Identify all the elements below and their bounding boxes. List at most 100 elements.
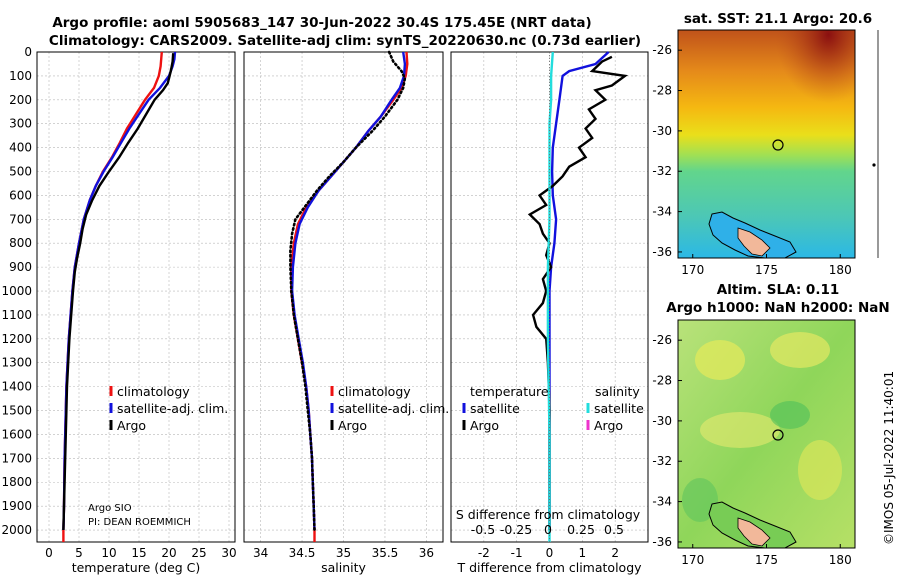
series-line-s-satellite bbox=[546, 51, 554, 542]
salinity-panel: 34 34.5 35 35.5 36 salinity climatology satelli… bbox=[243, 50, 449, 575]
map-x-tick-label: 175 bbox=[755, 263, 778, 277]
y-tick-label: 1600 bbox=[1, 427, 32, 441]
x-tick-label: 25 bbox=[191, 546, 206, 560]
landmass bbox=[737, 227, 771, 257]
y-tick-label: 700 bbox=[9, 212, 32, 226]
x-tick-label: 36 bbox=[419, 546, 434, 560]
y-tick-label: 1700 bbox=[1, 451, 32, 465]
series-line-climatology bbox=[62, 51, 163, 542]
y-tick-label: 900 bbox=[9, 260, 32, 274]
y-tick-label: 2000 bbox=[1, 523, 32, 537]
sla-map-subtitle: Argo h1000: NaN h2000: NaN bbox=[666, 300, 889, 316]
figure-title-line1: Argo profile: aoml 5905683_147 30-Jun-20… bbox=[52, 15, 591, 31]
argo-position-marker bbox=[772, 429, 784, 441]
x-tick-label: 35 bbox=[336, 546, 351, 560]
sla-anomaly bbox=[770, 332, 830, 368]
y-tick-label: 1500 bbox=[1, 404, 32, 418]
series-line-argo bbox=[289, 50, 407, 532]
temperature-panel: 0100200300400500600700800900100011001200… bbox=[1, 45, 236, 575]
imos-stamp: ©IMOS 05-Jul-2022 11:40:01 bbox=[882, 371, 896, 545]
legend-label: Argo bbox=[117, 418, 146, 433]
series-line-t-argo bbox=[527, 55, 629, 530]
argo-position-marker bbox=[772, 139, 784, 151]
sla-anomaly bbox=[695, 340, 745, 380]
x-axis-label: salinity bbox=[321, 560, 366, 575]
map-y-tick-label: -30 bbox=[652, 124, 672, 138]
y-tick-label: 500 bbox=[9, 165, 32, 179]
y-tick-label: 200 bbox=[9, 93, 32, 107]
legend-label: satellite-adj. clim. bbox=[338, 401, 449, 416]
map-y-tick-label: -36 bbox=[652, 245, 672, 259]
y-tick-label: 1300 bbox=[1, 356, 32, 370]
map-y-tick-label: -34 bbox=[652, 205, 672, 219]
legend-title-temperature: temperature bbox=[470, 384, 549, 399]
landmass bbox=[737, 517, 771, 547]
y-tick-label: 300 bbox=[9, 117, 32, 131]
map-y-tick-label: -34 bbox=[652, 495, 672, 509]
map-x-tick-label: 175 bbox=[755, 553, 778, 567]
x-tick-label: 2 bbox=[611, 546, 619, 560]
x-tick-label: 0 bbox=[546, 546, 554, 560]
difference-panel: -2 -1 0 1 2T difference from climatology temp… bbox=[450, 51, 649, 575]
series-line-t-satellite bbox=[548, 51, 610, 530]
y-tick-label: 1400 bbox=[1, 380, 32, 394]
credit-line1: Argo SIO bbox=[88, 503, 132, 514]
sla-anomaly bbox=[770, 401, 810, 429]
s-axis-label: S difference from climatology bbox=[456, 507, 641, 522]
y-tick-label: 100 bbox=[9, 69, 32, 83]
sla-anomaly bbox=[798, 440, 842, 500]
sla-map: Altim. SLA: 0.11 Argo h1000: NaN h2000: … bbox=[652, 282, 889, 567]
map-y-tick-label: -26 bbox=[652, 43, 672, 57]
series-line-climatology bbox=[290, 51, 409, 542]
credit-line2: PI: DEAN ROEMMICH bbox=[88, 517, 191, 528]
legend-label: Argo bbox=[594, 418, 623, 433]
map-y-tick-label: -36 bbox=[652, 535, 672, 549]
s-tick-label: 0.25 bbox=[567, 522, 595, 537]
map-x-tick-label: 180 bbox=[829, 553, 852, 567]
x-tick-label: -1 bbox=[511, 546, 523, 560]
y-tick-label: 600 bbox=[9, 188, 32, 202]
s-tick-label: -0.25 bbox=[500, 522, 532, 537]
y-tick-label: 1100 bbox=[1, 308, 32, 322]
y-tick-label: 0 bbox=[24, 45, 32, 59]
map-y-tick-label: -32 bbox=[652, 454, 672, 468]
figure-title-line2: Climatology: CARS2009. Satellite-adj cli… bbox=[49, 33, 641, 49]
legend-label: Argo bbox=[338, 418, 367, 433]
x-axis-label: T difference from climatology bbox=[456, 560, 642, 575]
plot-frame bbox=[243, 51, 444, 543]
s-tick-label: 0.5 bbox=[604, 522, 624, 537]
s-tick-label: 0 bbox=[544, 522, 552, 537]
map-y-tick-label: -28 bbox=[652, 374, 672, 388]
x-tick-label: 35.5 bbox=[372, 546, 399, 560]
map-y-tick-label: -28 bbox=[652, 84, 672, 98]
map-x-tick-label: 170 bbox=[681, 553, 704, 567]
sst-warm-core bbox=[678, 30, 855, 258]
series-line-argo bbox=[62, 53, 175, 531]
x-tick-label: 15 bbox=[131, 546, 146, 560]
map-x-tick-label: 180 bbox=[829, 263, 852, 277]
legend-label: satellite bbox=[594, 401, 644, 416]
legend-title-salinity: salinity bbox=[595, 384, 640, 399]
legend-label: climatology bbox=[117, 384, 190, 399]
map-y-tick-label: -30 bbox=[652, 414, 672, 428]
sla-map-title: Altim. SLA: 0.11 bbox=[717, 282, 839, 298]
x-tick-label: 10 bbox=[101, 546, 116, 560]
map-y-tick-label: -26 bbox=[652, 333, 672, 347]
x-tick-label: 34.5 bbox=[289, 546, 316, 560]
x-axis-label: temperature (deg C) bbox=[72, 560, 201, 575]
y-tick-label: 1200 bbox=[1, 332, 32, 346]
legend-label: Argo bbox=[470, 418, 499, 433]
plot-frame bbox=[36, 51, 236, 543]
sla-anomaly bbox=[700, 412, 780, 448]
y-tick-label: 1900 bbox=[1, 499, 32, 513]
map-x-tick-label: 170 bbox=[681, 263, 704, 277]
sst-map-title: sat. SST: 21.1 Argo: 20.6 bbox=[684, 11, 872, 27]
x-tick-label: 20 bbox=[161, 546, 176, 560]
x-tick-label: 0 bbox=[45, 546, 53, 560]
side-axis-mark bbox=[872, 163, 876, 167]
y-tick-label: 1800 bbox=[1, 475, 32, 489]
s-tick-label: -0.5 bbox=[471, 522, 495, 537]
x-tick-label: 34 bbox=[253, 546, 268, 560]
legend-label: climatology bbox=[338, 384, 411, 399]
